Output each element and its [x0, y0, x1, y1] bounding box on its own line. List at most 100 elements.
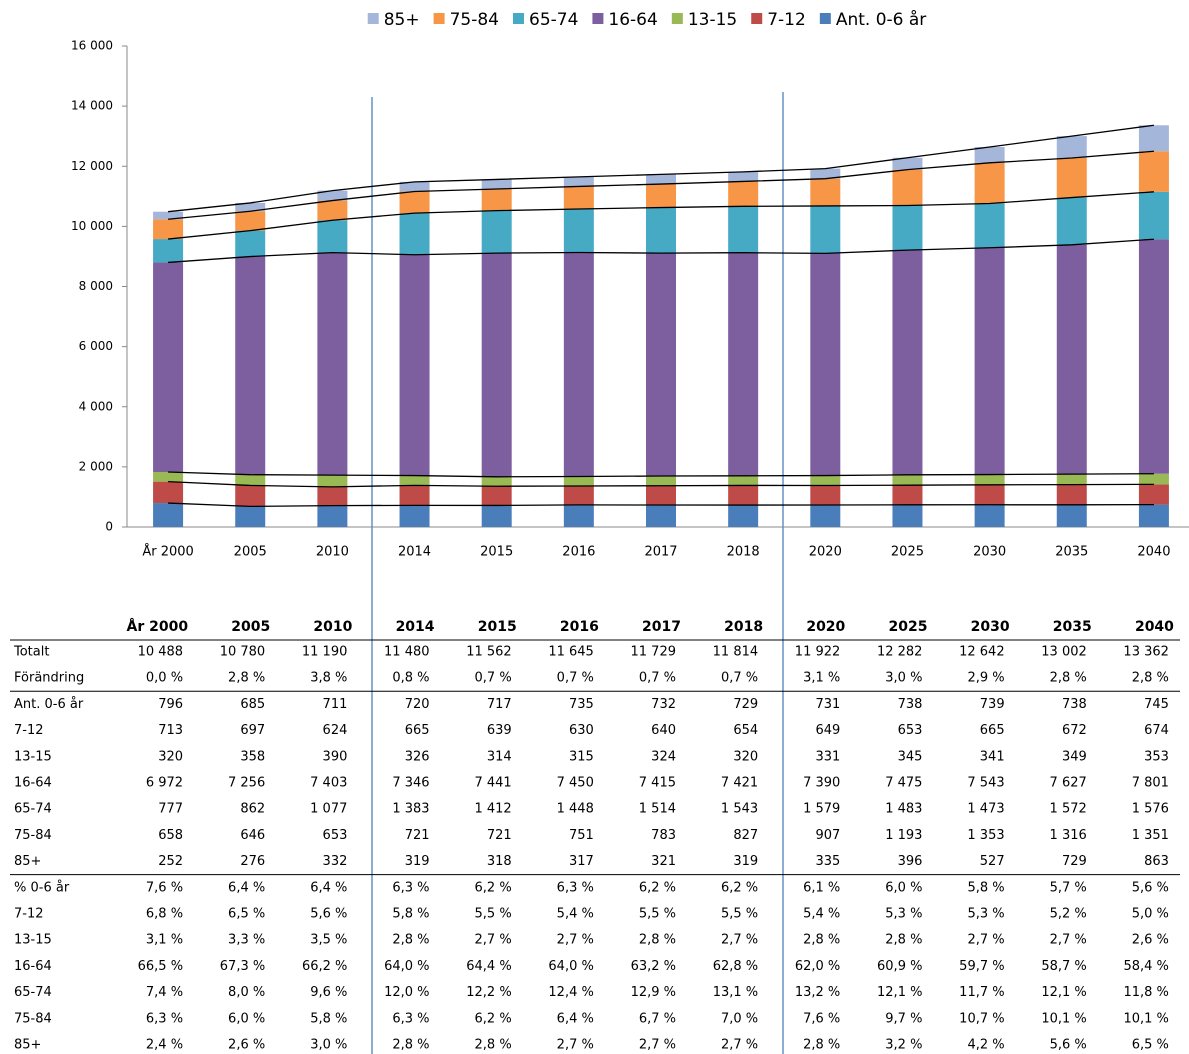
table-cell: 11,7 % — [959, 985, 1004, 1000]
bar-segment — [810, 505, 841, 527]
table-cell: 665 — [980, 723, 1005, 738]
x-tick-label: 2017 — [644, 545, 677, 560]
bar-segment — [974, 474, 1005, 485]
table-cell: 2,7 % — [557, 1038, 594, 1053]
table-cell: 7 415 — [639, 776, 676, 791]
table-cell: 6,2 % — [721, 880, 758, 895]
bar-segment — [153, 211, 184, 220]
series-line — [168, 471, 1154, 478]
table-cell: 2,8 % — [475, 1038, 512, 1053]
table-header: 2025 — [888, 619, 927, 635]
table-cell: 6,7 % — [639, 1011, 676, 1026]
table-cell: 10 488 — [138, 645, 184, 660]
table-cell: 10,1 % — [1123, 1011, 1168, 1026]
table-cell: 6,2 % — [639, 880, 676, 895]
table-cell: 6,8 % — [146, 907, 183, 922]
row-label: 7-12 — [14, 907, 44, 922]
x-tick-label: 2016 — [562, 545, 595, 560]
table-cell: 62,8 % — [713, 959, 758, 974]
bar-segment — [1138, 473, 1169, 485]
table-cell: 12,1 % — [1041, 985, 1086, 1000]
table-cell: 2,8 % — [803, 1038, 840, 1053]
bar-segment — [563, 176, 594, 187]
bar-segment — [1138, 151, 1169, 192]
table-cell: 3,1 % — [803, 671, 840, 686]
bar-segment — [563, 504, 594, 527]
bar-segment — [892, 169, 923, 206]
table-cell: 7,6 % — [146, 880, 183, 895]
bar-segment — [892, 504, 923, 527]
table-cell: 62,0 % — [795, 959, 840, 974]
table-cell: 3,3 % — [228, 933, 265, 948]
legend-swatch — [367, 13, 379, 24]
table-cell: 2,4 % — [146, 1038, 183, 1053]
x-tick-label: 2010 — [316, 545, 349, 560]
table-cell: 10,1 % — [1041, 1011, 1086, 1026]
table-cell: 7 475 — [885, 776, 922, 791]
table-cell: 1 193 — [885, 828, 922, 843]
table-header: 2010 — [313, 619, 352, 635]
table-cell: 12 282 — [877, 645, 923, 660]
table-cell: 7 346 — [392, 776, 429, 791]
bar-segment — [399, 475, 430, 486]
table-cell: 745 — [1144, 697, 1169, 712]
table-header: 2030 — [971, 619, 1010, 635]
table-cell: 353 — [1144, 749, 1169, 764]
table-cell: 390 — [323, 749, 348, 764]
table-cell: 2,7 % — [557, 933, 594, 948]
bar-segment — [563, 485, 594, 505]
table-cell: 5,5 % — [475, 907, 512, 922]
legend-swatch — [819, 13, 831, 24]
table-cell: 9,6 % — [310, 985, 347, 1000]
x-tick-label: 2018 — [727, 545, 760, 560]
table-cell: 60,9 % — [877, 959, 922, 974]
table-cell: 5,0 % — [1132, 907, 1169, 922]
table-cell: 1 576 — [1132, 802, 1169, 817]
legend-label: 7-12 — [767, 10, 806, 30]
bar-segment — [153, 481, 184, 504]
table-cell: 13 362 — [1123, 645, 1169, 660]
table-cell: 0,7 % — [639, 671, 676, 686]
table-cell: 12,1 % — [877, 985, 922, 1000]
table-cell: 7 421 — [721, 776, 758, 791]
table-cell: 658 — [158, 828, 183, 843]
table-cell: 6,3 % — [146, 1011, 183, 1026]
legend-swatch — [751, 13, 763, 24]
bar-segment — [317, 475, 348, 487]
table-cell: 783 — [651, 828, 676, 843]
table-header: 2018 — [724, 619, 763, 635]
series-line — [168, 238, 1154, 264]
table-cell: 2,8 % — [639, 933, 676, 948]
table-cell: 332 — [323, 854, 348, 869]
table-cell: 674 — [1144, 723, 1169, 738]
table-cell: 13,1 % — [713, 985, 758, 1000]
table-cell: 64,0 % — [548, 959, 593, 974]
table-cell: 751 — [569, 828, 594, 843]
table-cell: 11 922 — [795, 645, 841, 660]
table-cell: 67,3 % — [220, 959, 265, 974]
table-cell: 341 — [980, 749, 1005, 764]
bar-segment — [1138, 504, 1169, 527]
bar-segment — [235, 506, 266, 527]
table-header: 2035 — [1053, 619, 1092, 635]
table-cell: 2,6 % — [228, 1038, 265, 1053]
bar-segment — [646, 184, 676, 208]
bar-segment — [892, 157, 923, 170]
table-cell: 5,7 % — [1050, 880, 1087, 895]
table-cell: 318 — [487, 854, 512, 869]
table-cell: 276 — [240, 854, 265, 869]
table-cell: 252 — [158, 854, 183, 869]
table-cell: 7 441 — [474, 776, 511, 791]
table-cell: 665 — [405, 723, 430, 738]
bar-segment — [481, 179, 512, 189]
x-tick-label: 2020 — [809, 545, 842, 560]
table-cell: 63,2 % — [631, 959, 676, 974]
y-tick-label: 4 000 — [79, 399, 113, 413]
table-cell: 3,1 % — [146, 933, 183, 948]
table-cell: 5,6 % — [310, 907, 347, 922]
table-cell: 862 — [240, 802, 265, 817]
table-cell: 11 480 — [384, 645, 430, 660]
bar-segment — [399, 181, 430, 192]
table-cell: 331 — [815, 749, 840, 764]
y-tick-label: 6 000 — [79, 339, 113, 353]
